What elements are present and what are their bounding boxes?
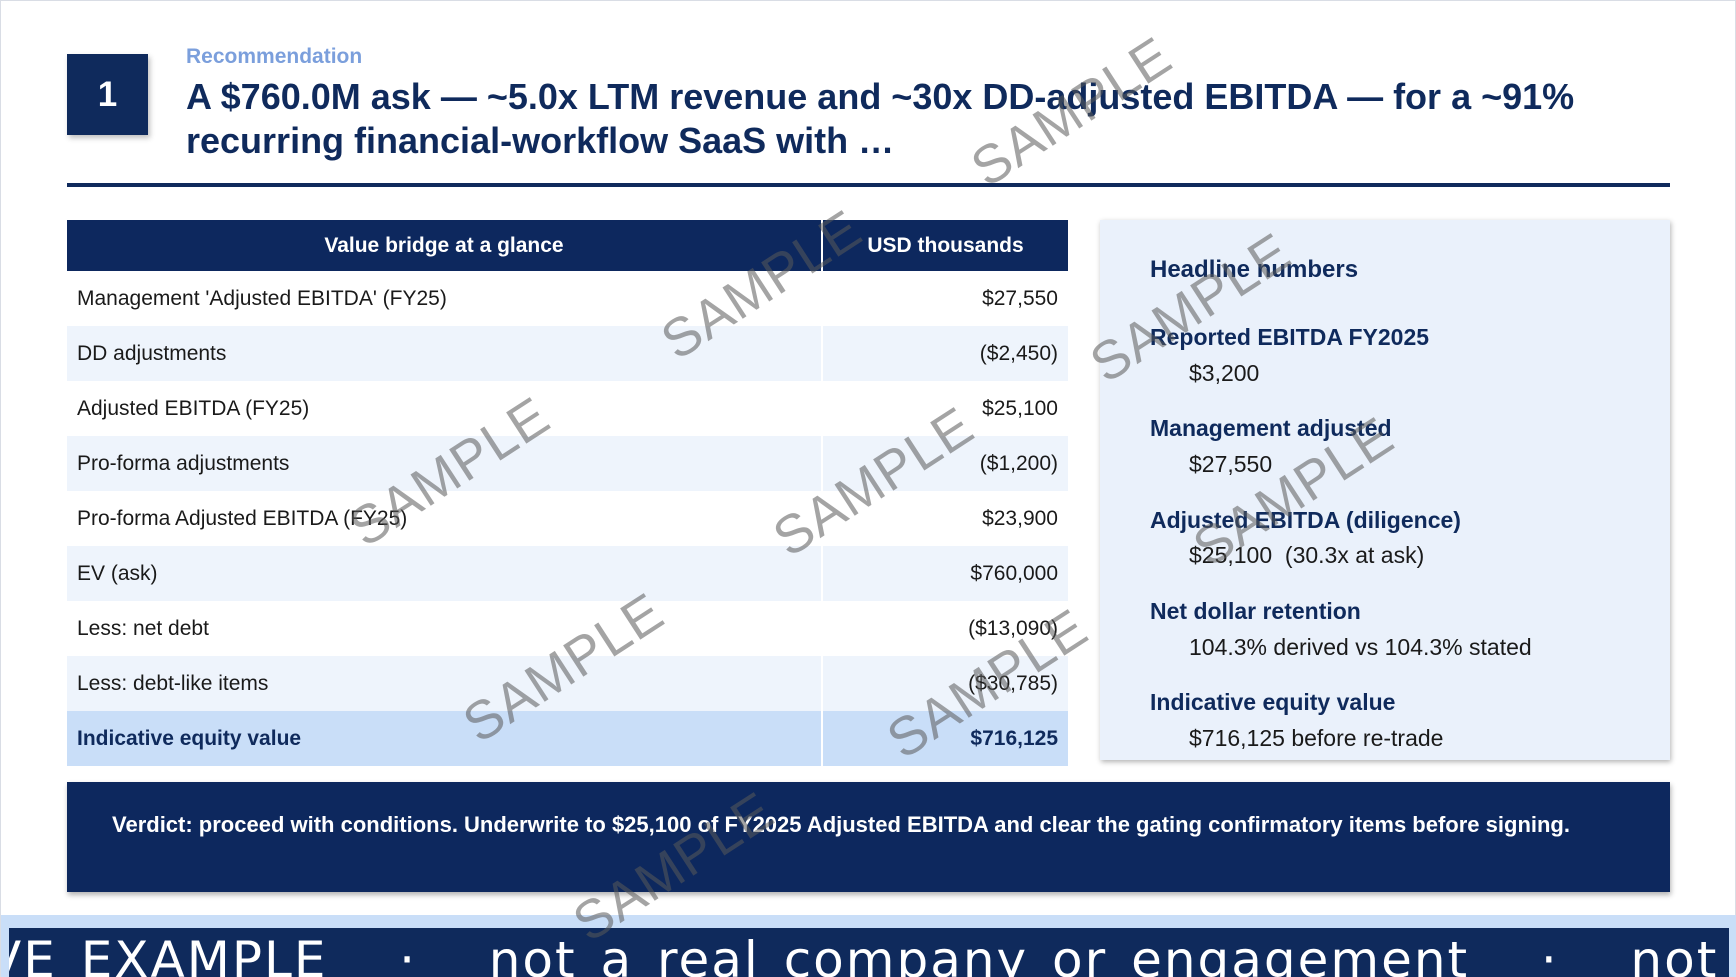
table-row: EV (ask) $760,000: [67, 546, 1068, 601]
row-value: ($30,785): [822, 656, 1068, 711]
row-value: ($1,200): [822, 436, 1068, 491]
headline-title: Headline numbers: [1150, 256, 1359, 283]
verdict-banner: Verdict: proceed with conditions. Underw…: [67, 782, 1670, 892]
table-row: Adjusted EBITDA (FY25) $25,100: [67, 381, 1068, 436]
row-label: EV (ask): [67, 546, 823, 601]
footer-ribbon: VE EXAMPLE · not a real company or engag…: [9, 928, 1729, 977]
table-row: Less: debt-like items ($30,785): [67, 656, 1068, 711]
metric-value: 104.3% derived vs 104.3% stated: [1189, 634, 1532, 660]
table-total-row: Indicative equity value $716,125: [67, 711, 1068, 766]
table-row: DD adjustments ($2,450): [67, 326, 1068, 381]
metric-label: Adjusted EBITDA (diligence): [1150, 507, 1461, 533]
row-value: ($2,450): [822, 326, 1068, 381]
column-header-label: Value bridge at a glance: [67, 220, 823, 271]
section-kicker: Recommendation: [186, 45, 363, 68]
table-row: Pro-forma Adjusted EBITDA (FY25) $23,900: [67, 491, 1068, 546]
row-value: $27,550: [822, 271, 1068, 326]
row-label: DD adjustments: [67, 326, 823, 381]
metric-value: $716,125 before re-trade: [1189, 725, 1444, 751]
row-label: Indicative equity value: [67, 711, 823, 766]
footer-ribbon-text: VE EXAMPLE · not a real company or engag…: [9, 931, 1729, 977]
row-label: Less: net debt: [67, 601, 823, 656]
metric-label: Indicative equity value: [1150, 689, 1396, 715]
metric-label: Net dollar retention: [1150, 598, 1361, 624]
title-divider: [67, 183, 1670, 187]
row-label: Pro-forma adjustments: [67, 436, 823, 491]
row-label: Adjusted EBITDA (FY25): [67, 381, 823, 436]
row-value: $760,000: [822, 546, 1068, 601]
metric-value: $3,200: [1189, 360, 1260, 386]
page-title: A $760.0M ask — ~5.0x LTM revenue and ~3…: [186, 76, 1575, 161]
metric-label: Reported EBITDA FY2025: [1150, 324, 1430, 350]
row-label: Management 'Adjusted EBITDA' (FY25): [67, 271, 823, 326]
table-row: Pro-forma adjustments ($1,200): [67, 436, 1068, 491]
row-value: ($13,090): [822, 601, 1068, 656]
row-value: $25,100: [822, 381, 1068, 436]
table-header-row: Value bridge at a glance USD thousands: [67, 220, 1068, 271]
column-header-value: USD thousands: [822, 220, 1068, 271]
value-bridge-table: Value bridge at a glance USD thousands M…: [67, 220, 1068, 766]
metric-value: $25,100 (30.3x at ask): [1189, 542, 1425, 568]
table-row: Less: net debt ($13,090): [67, 601, 1068, 656]
row-value: $716,125: [822, 711, 1068, 766]
metric-value: $27,550: [1189, 451, 1273, 477]
table-row: Management 'Adjusted EBITDA' (FY25) $27,…: [67, 271, 1068, 326]
metric-label: Management adjusted: [1150, 415, 1392, 441]
row-label: Less: debt-like items: [67, 656, 823, 711]
row-label: Pro-forma Adjusted EBITDA (FY25): [67, 491, 823, 546]
row-value: $23,900: [822, 491, 1068, 546]
headline-numbers-card: Headline numbers Reported EBITDA FY2025 …: [1100, 220, 1670, 760]
section-number-badge: 1: [67, 54, 148, 135]
